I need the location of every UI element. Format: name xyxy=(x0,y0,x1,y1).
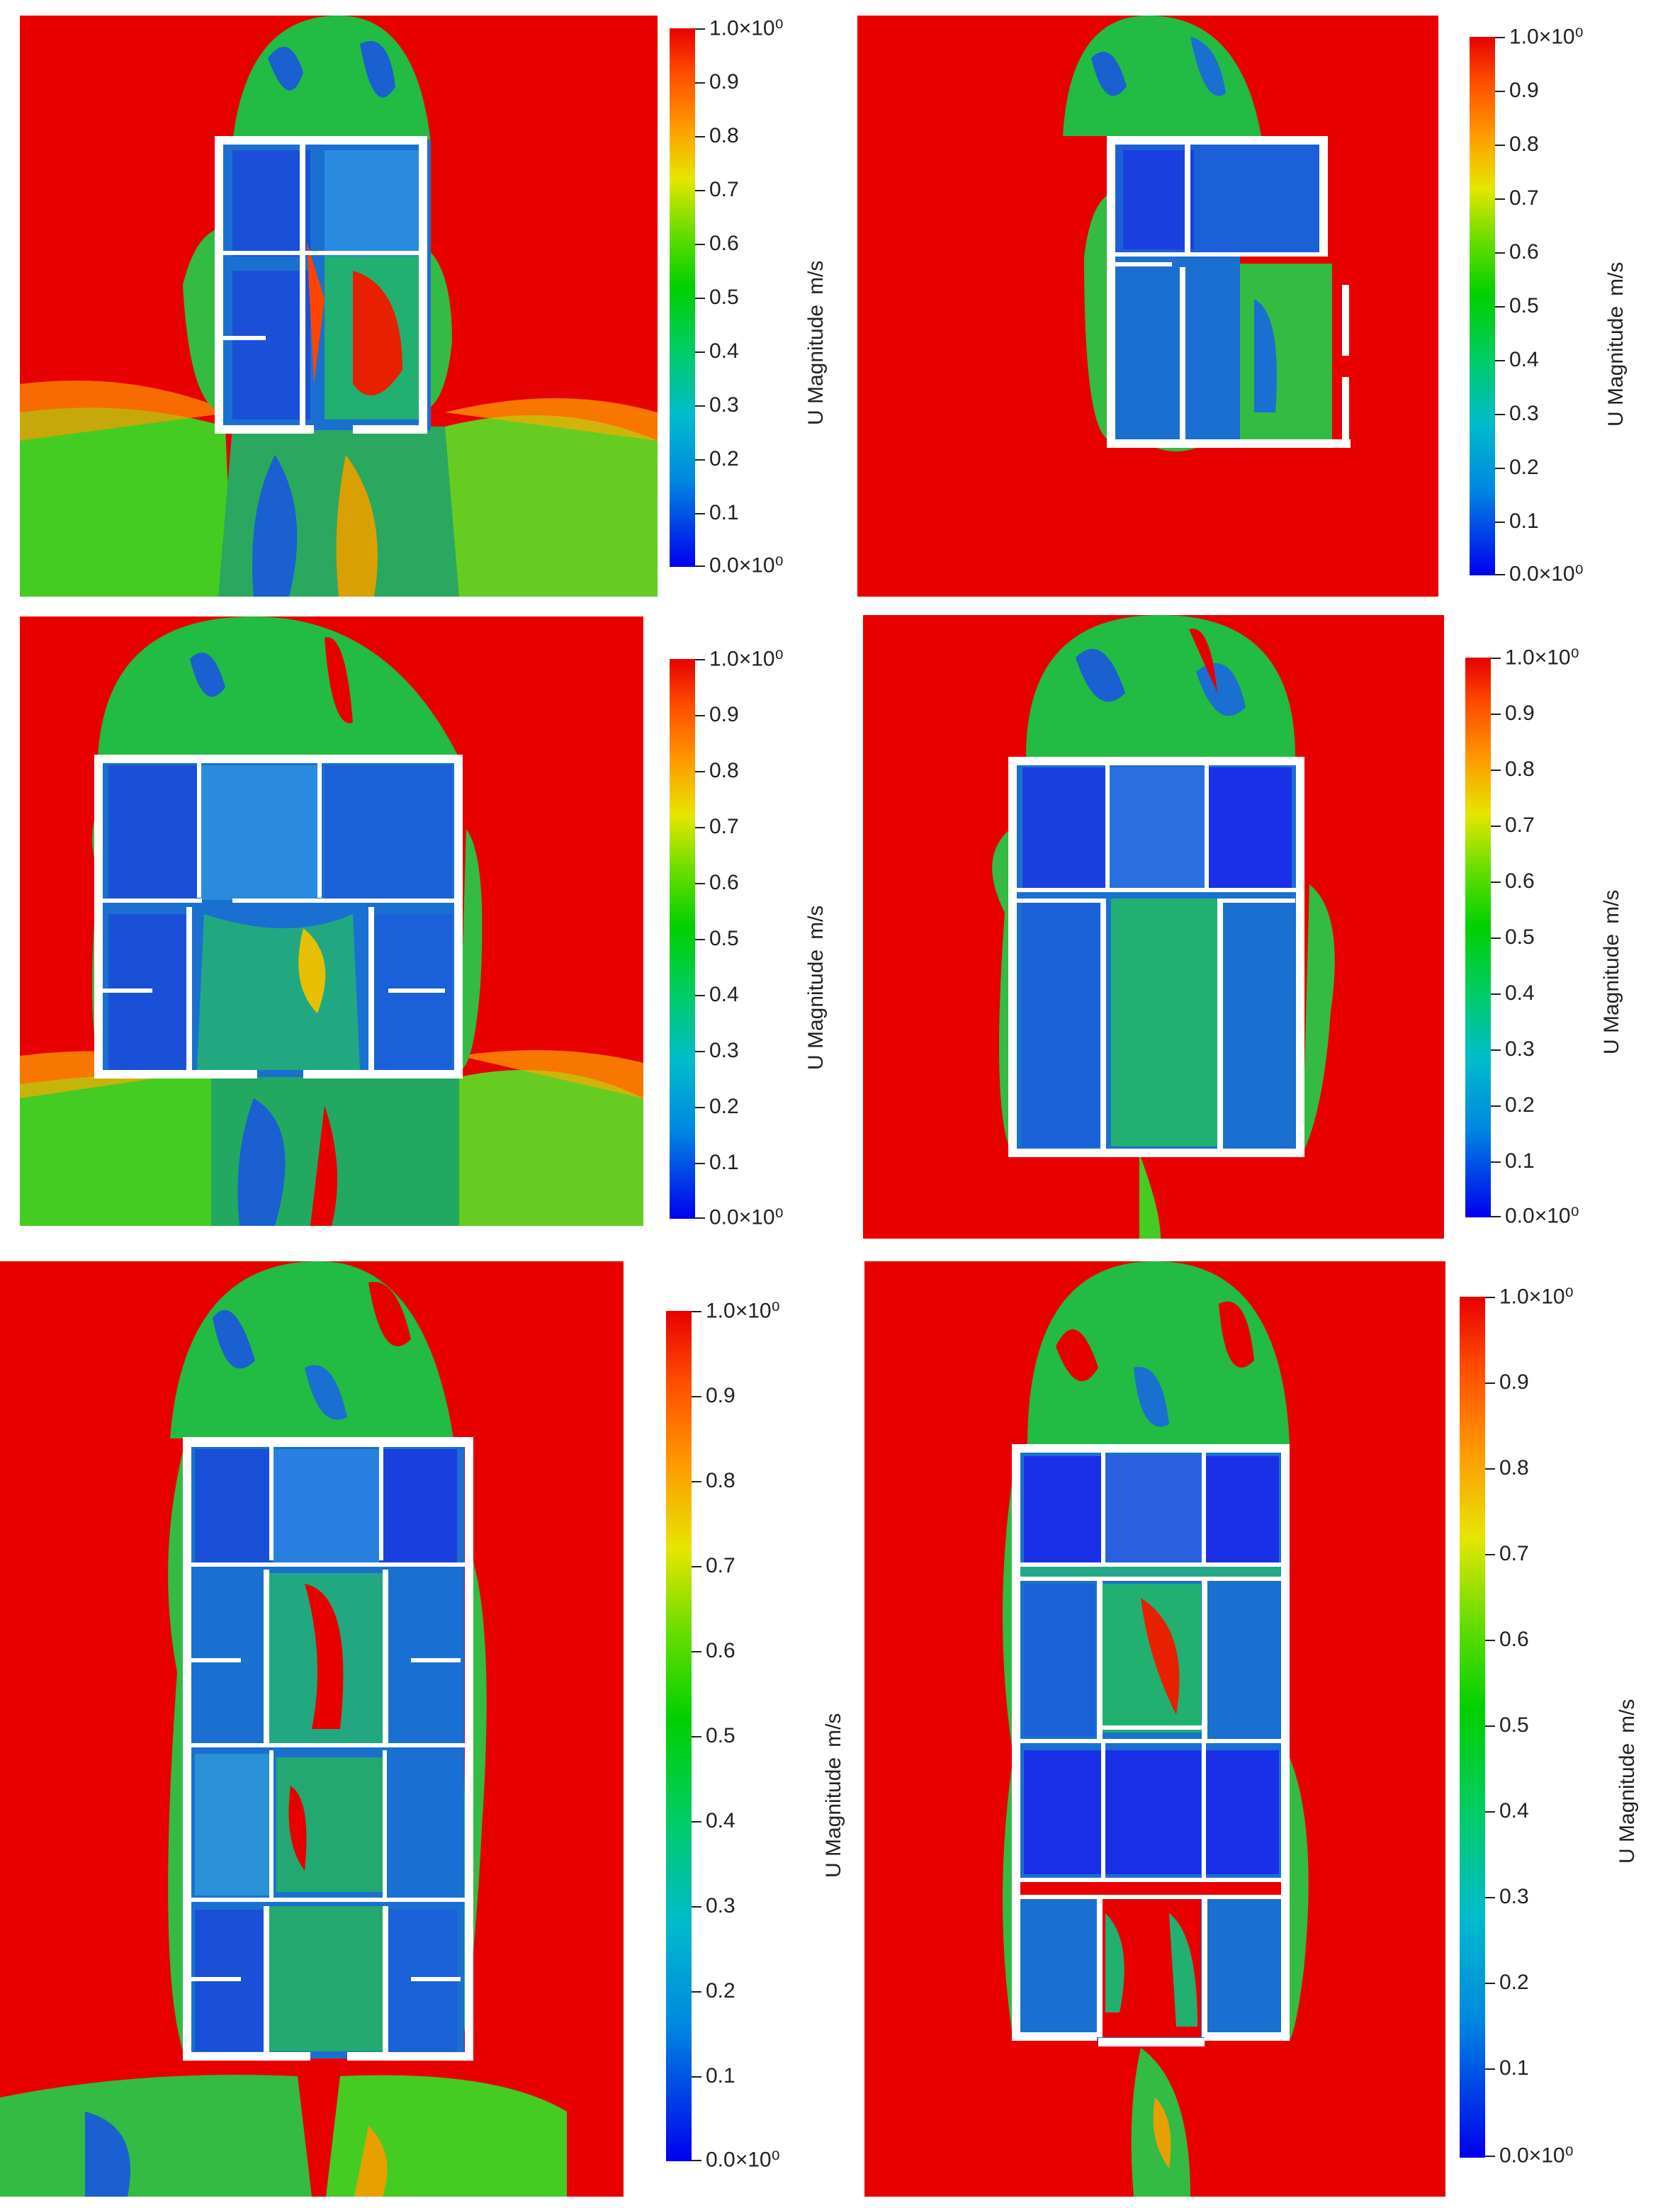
tick-label: 1.0×10⁰ xyxy=(1499,1285,1574,1309)
tick-label: 0.4 xyxy=(706,1809,735,1832)
tick-label: 0.1 xyxy=(706,2064,735,2088)
tick-label: 0.4 xyxy=(1505,981,1535,1005)
velocity-field-middle-right xyxy=(863,615,1444,1239)
tick-label: 0.5 xyxy=(1505,925,1535,949)
tick-label: 0.6 xyxy=(1509,240,1539,264)
panel-middle-left: 1.0×10⁰ 0.9 0.8 0.7 0.6 0.5 0.4 0.3 0.2 … xyxy=(0,609,843,1233)
tick-label: 0.7 xyxy=(1499,1542,1529,1565)
colorbar-top-left: 1.0×10⁰ 0.9 0.8 0.7 0.6 0.5 0.4 0.3 0.2 … xyxy=(670,17,840,578)
colorbar-middle-left: 1.0×10⁰ 0.9 0.8 0.7 0.6 0.5 0.4 0.3 0.2 … xyxy=(670,648,840,1229)
colorbar-title: U Magnitudem/s xyxy=(1600,889,1623,1054)
colorbar-gradient xyxy=(1460,1297,1485,2158)
tick-label: 0.4 xyxy=(709,339,739,363)
tick-label: 0.8 xyxy=(706,1469,735,1492)
tick-label: 1.0×10⁰ xyxy=(1509,25,1584,49)
velocity-field-top-left xyxy=(20,16,658,597)
velocity-field-bottom-left xyxy=(0,1261,624,2197)
tick-label: 0.5 xyxy=(1509,294,1539,317)
tick-label: 0.0×10⁰ xyxy=(1499,2144,1574,2168)
tick-label: 0.2 xyxy=(709,447,739,471)
tick-label: 0.0×10⁰ xyxy=(1509,562,1584,586)
panel-bottom-right: 1.0×10⁰ 0.9 0.8 0.7 0.6 0.5 0.4 0.3 0.2 … xyxy=(843,1254,1680,2208)
tick-label: 0.6 xyxy=(1505,869,1535,893)
velocity-field-top-right xyxy=(857,16,1438,597)
tick-label: 0.9 xyxy=(709,703,739,726)
tick-label: 0.4 xyxy=(1509,348,1539,371)
tick-label: 1.0×10⁰ xyxy=(709,16,784,40)
tick-label: 0.6 xyxy=(709,871,739,894)
tick-label: 1.0×10⁰ xyxy=(706,1299,780,1323)
colorbar-gradient xyxy=(666,1311,692,2161)
colorbar-title: U Magnitudem/s xyxy=(804,905,828,1070)
tick-label: 0.3 xyxy=(706,1894,735,1917)
tick-label: 0.3 xyxy=(1499,1885,1529,1908)
tick-label: 1.0×10⁰ xyxy=(1505,646,1579,670)
tick-label: 0.2 xyxy=(706,1979,735,2003)
colorbar-title: U Magnitudem/s xyxy=(804,260,828,425)
colorbar-middle-right: 1.0×10⁰ 0.9 0.8 0.7 0.6 0.5 0.4 0.3 0.2 … xyxy=(1465,646,1635,1228)
tick-label: 0.0×10⁰ xyxy=(709,1205,784,1229)
tick-label: 0.1 xyxy=(709,1151,739,1174)
colorbar-gradient xyxy=(670,659,695,1219)
tick-label: 0.8 xyxy=(709,124,739,147)
colorbar-gradient xyxy=(670,28,695,567)
tick-label: 0.5 xyxy=(709,927,739,950)
tick-label: 0.5 xyxy=(706,1724,735,1747)
tick-label: 0.9 xyxy=(1499,1370,1529,1394)
tick-label: 0.3 xyxy=(1505,1037,1535,1061)
tick-label: 0.6 xyxy=(706,1639,735,1662)
tick-label: 0.1 xyxy=(1499,2056,1529,2080)
tick-label: 0.8 xyxy=(1499,1456,1529,1480)
colorbar-gradient xyxy=(1470,37,1495,575)
tick-label: 1.0×10⁰ xyxy=(709,647,784,671)
tick-label: 0.1 xyxy=(1505,1149,1535,1173)
tick-label: 0.9 xyxy=(709,70,739,94)
tick-label: 0.3 xyxy=(1509,402,1539,425)
tick-label: 0.1 xyxy=(709,501,739,524)
tick-label: 0.7 xyxy=(1505,813,1535,837)
colorbar-title: U Magnitudem/s xyxy=(822,1713,845,1878)
panel-top-left: 1.0×10⁰ 0.9 0.8 0.7 0.6 0.5 0.4 0.3 0.2 … xyxy=(0,0,843,597)
tick-label: 0.7 xyxy=(709,815,739,838)
colorbar-bottom-left: 1.0×10⁰ 0.9 0.8 0.7 0.6 0.5 0.4 0.3 0.2 … xyxy=(666,1300,845,2172)
tick-label: 0.6 xyxy=(1499,1628,1529,1651)
tick-label: 0.3 xyxy=(709,393,739,417)
tick-label: 0.4 xyxy=(709,983,739,1006)
tick-label: 0.2 xyxy=(1505,1093,1535,1117)
velocity-field-middle-left xyxy=(20,616,643,1226)
panel-top-right: 1.0×10⁰ 0.9 0.8 0.7 0.6 0.5 0.4 0.3 0.2 … xyxy=(843,0,1680,597)
tick-label: 0.3 xyxy=(709,1039,739,1062)
tick-label: 0.5 xyxy=(1499,1713,1529,1737)
colorbar-top-right: 1.0×10⁰ 0.9 0.8 0.7 0.6 0.5 0.4 0.3 0.2 … xyxy=(1470,26,1640,586)
tick-label: 0.4 xyxy=(1499,1799,1529,1823)
tick-label: 0.9 xyxy=(1509,79,1539,102)
tick-label: 0.7 xyxy=(709,178,739,201)
panel-middle-right: 1.0×10⁰ 0.9 0.8 0.7 0.6 0.5 0.4 0.3 0.2 … xyxy=(843,609,1680,1239)
tick-label: 0.8 xyxy=(1505,757,1535,781)
tick-label: 0.6 xyxy=(709,232,739,255)
tick-label: 0.0×10⁰ xyxy=(706,2148,780,2172)
tick-label: 0.8 xyxy=(709,759,739,782)
tick-label: 0.0×10⁰ xyxy=(1505,1204,1579,1228)
tick-label: 0.2 xyxy=(709,1095,739,1118)
tick-label: 0.0×10⁰ xyxy=(709,553,784,578)
tick-label: 0.9 xyxy=(706,1384,735,1407)
tick-label: 0.1 xyxy=(1509,509,1539,533)
velocity-field-bottom-right xyxy=(864,1261,1445,2197)
tick-label: 0.8 xyxy=(1509,133,1539,156)
colorbar-bottom-right: 1.0×10⁰ 0.9 0.8 0.7 0.6 0.5 0.4 0.3 0.2 … xyxy=(1460,1285,1639,2168)
panel-bottom-left: 1.0×10⁰ 0.9 0.8 0.7 0.6 0.5 0.4 0.3 0.2 … xyxy=(0,1254,845,2208)
colorbar-gradient xyxy=(1465,658,1491,1217)
tick-label: 0.5 xyxy=(709,286,739,309)
tick-label: 0.7 xyxy=(1509,186,1539,210)
tick-label: 0.9 xyxy=(1505,702,1535,725)
tick-label: 0.2 xyxy=(1499,1971,1529,1994)
colorbar-title: U Magnitudem/s xyxy=(1616,1699,1639,1864)
tick-label: 0.2 xyxy=(1509,456,1539,479)
colorbar-title: U Magnitudem/s xyxy=(1604,261,1628,427)
tick-label: 0.7 xyxy=(706,1554,735,1577)
